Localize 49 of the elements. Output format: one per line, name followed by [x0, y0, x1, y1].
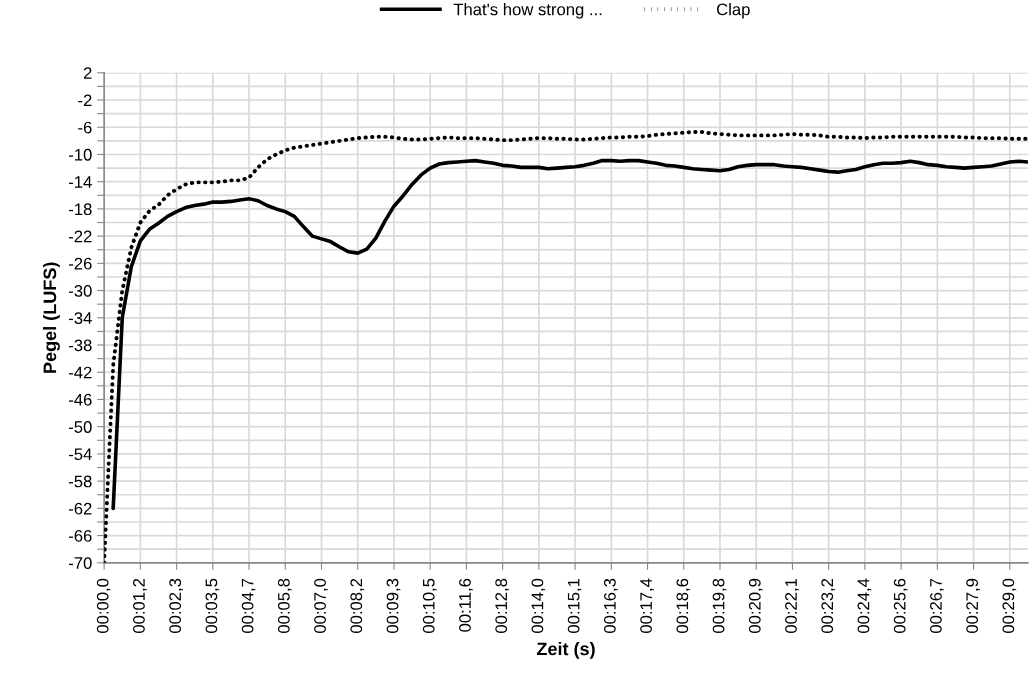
x-tick-label: 00:08,2 — [350, 578, 365, 634]
y-tick-label: -2 — [78, 94, 92, 107]
x-tick-label: 00:25,6 — [893, 578, 908, 634]
x-tick-label: 00:10,5 — [422, 578, 437, 634]
y-axis-title: Pegel (LUFS) — [43, 262, 60, 373]
x-tick-label: 00:26,7 — [930, 578, 944, 634]
x-tick-label: 00:24,4 — [857, 578, 872, 634]
x-tick-label: 00:20,9 — [748, 578, 763, 634]
x-tick-label: 00:02,3 — [169, 578, 184, 634]
y-tick-label: -30 — [68, 284, 92, 297]
x-tick-label: 00:22,1 — [785, 578, 799, 634]
y-tick-label: -6 — [78, 121, 92, 134]
y-tick-label: -22 — [68, 230, 92, 243]
y-tick-label: 2 — [83, 67, 92, 79]
x-tick-label: 00:11,6 — [459, 578, 473, 632]
x-tick-label: 00:27,9 — [966, 578, 981, 634]
x-tick-label: 00:23,2 — [821, 578, 836, 634]
x-tick-label: 00:17,4 — [640, 578, 654, 634]
y-tick-label: -10 — [68, 148, 92, 161]
x-tick-label: 00:12,8 — [495, 578, 510, 634]
legend-label: That's how strong ... — [453, 3, 602, 19]
x-tick-label: 00:04,7 — [241, 578, 256, 634]
x-tick-label: 00:29,0 — [1002, 578, 1017, 634]
y-tick-label: -70 — [68, 557, 92, 569]
y-tick-label: -18 — [68, 203, 92, 216]
x-tick-label: 00:09,3 — [386, 578, 401, 634]
y-tick-label: -26 — [68, 257, 92, 270]
x-tick-label: 00:05,8 — [277, 578, 292, 634]
x-tick-label: 00:15,1 — [567, 578, 582, 634]
x-tick-label: 00:00,0 — [96, 578, 111, 634]
x-tick-label: 00:01,2 — [133, 578, 147, 634]
y-tick-label: -62 — [68, 502, 92, 515]
y-tick-label: -50 — [68, 421, 92, 433]
y-tick-label: -58 — [68, 475, 92, 488]
y-tick-label: -34 — [68, 312, 92, 324]
y-tick-label: -14 — [68, 176, 92, 188]
y-tick-label: -38 — [68, 339, 92, 352]
x-tick-label: 00:19,8 — [712, 578, 727, 634]
x-tick-label: 00:03,5 — [205, 578, 220, 634]
y-tick-label: -46 — [68, 393, 92, 406]
x-tick-label: 00:14,0 — [531, 578, 546, 634]
y-tick-label: -54 — [68, 448, 92, 461]
x-tick-label: 00:07,0 — [314, 578, 328, 634]
x-tick-label: 00:18,6 — [676, 578, 691, 634]
legend-label: Clap — [716, 3, 750, 19]
x-axis-title: Zeit (s) — [536, 642, 595, 659]
x-tick-label: 00:16,3 — [603, 578, 618, 634]
y-tick-label: -42 — [68, 366, 92, 379]
y-tick-label: -66 — [68, 529, 92, 542]
